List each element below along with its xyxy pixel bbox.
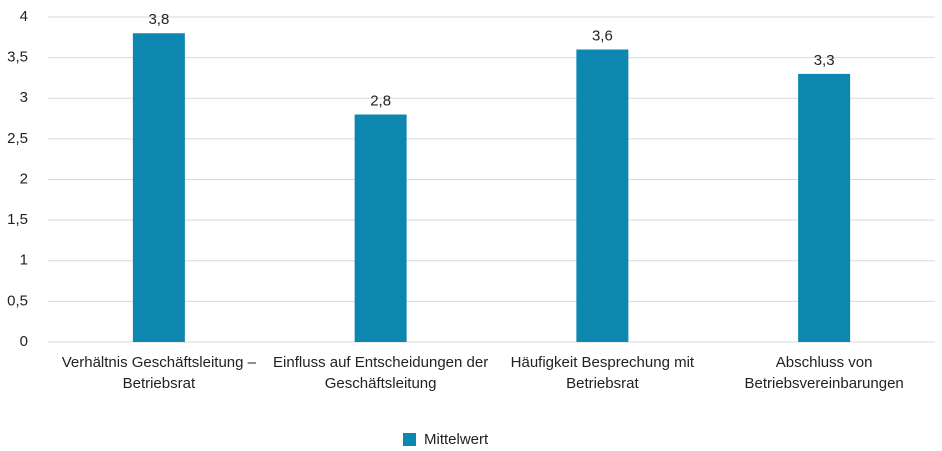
data-label: 2,8: [370, 92, 391, 109]
y-tick-label: 1,5: [7, 211, 28, 228]
bar: [354, 114, 407, 342]
x-tick-label: Einfluss auf Entscheidungen der Geschäft…: [273, 354, 489, 392]
y-tick-label: 2: [20, 170, 28, 187]
x-tick-label: Verhältnis Geschäftsleitung – Betriebsra…: [61, 354, 257, 392]
data-label: 3,6: [592, 27, 613, 44]
y-tick-label: 0,5: [7, 292, 28, 309]
y-tick-label: 3: [20, 89, 28, 106]
y-tick-label: 2,5: [7, 130, 28, 147]
legend-swatch: [403, 433, 416, 446]
legend-label: Mittelwert: [424, 431, 489, 448]
x-tick-label: Abschluss von Betriebsvereinbarungen: [744, 354, 904, 392]
bar: [798, 73, 851, 342]
y-tick-label: 1: [20, 252, 28, 269]
x-tick-label: Häufigkeit Besprechung mit Betriebsrat: [510, 354, 695, 392]
y-tick-label: 4: [20, 8, 28, 25]
data-label: 3,8: [148, 11, 169, 28]
y-tick-label: 0: [20, 333, 28, 350]
bar: [132, 33, 185, 342]
data-label: 3,3: [814, 52, 835, 69]
y-tick-label: 3,5: [7, 49, 28, 66]
bar: [576, 49, 629, 342]
